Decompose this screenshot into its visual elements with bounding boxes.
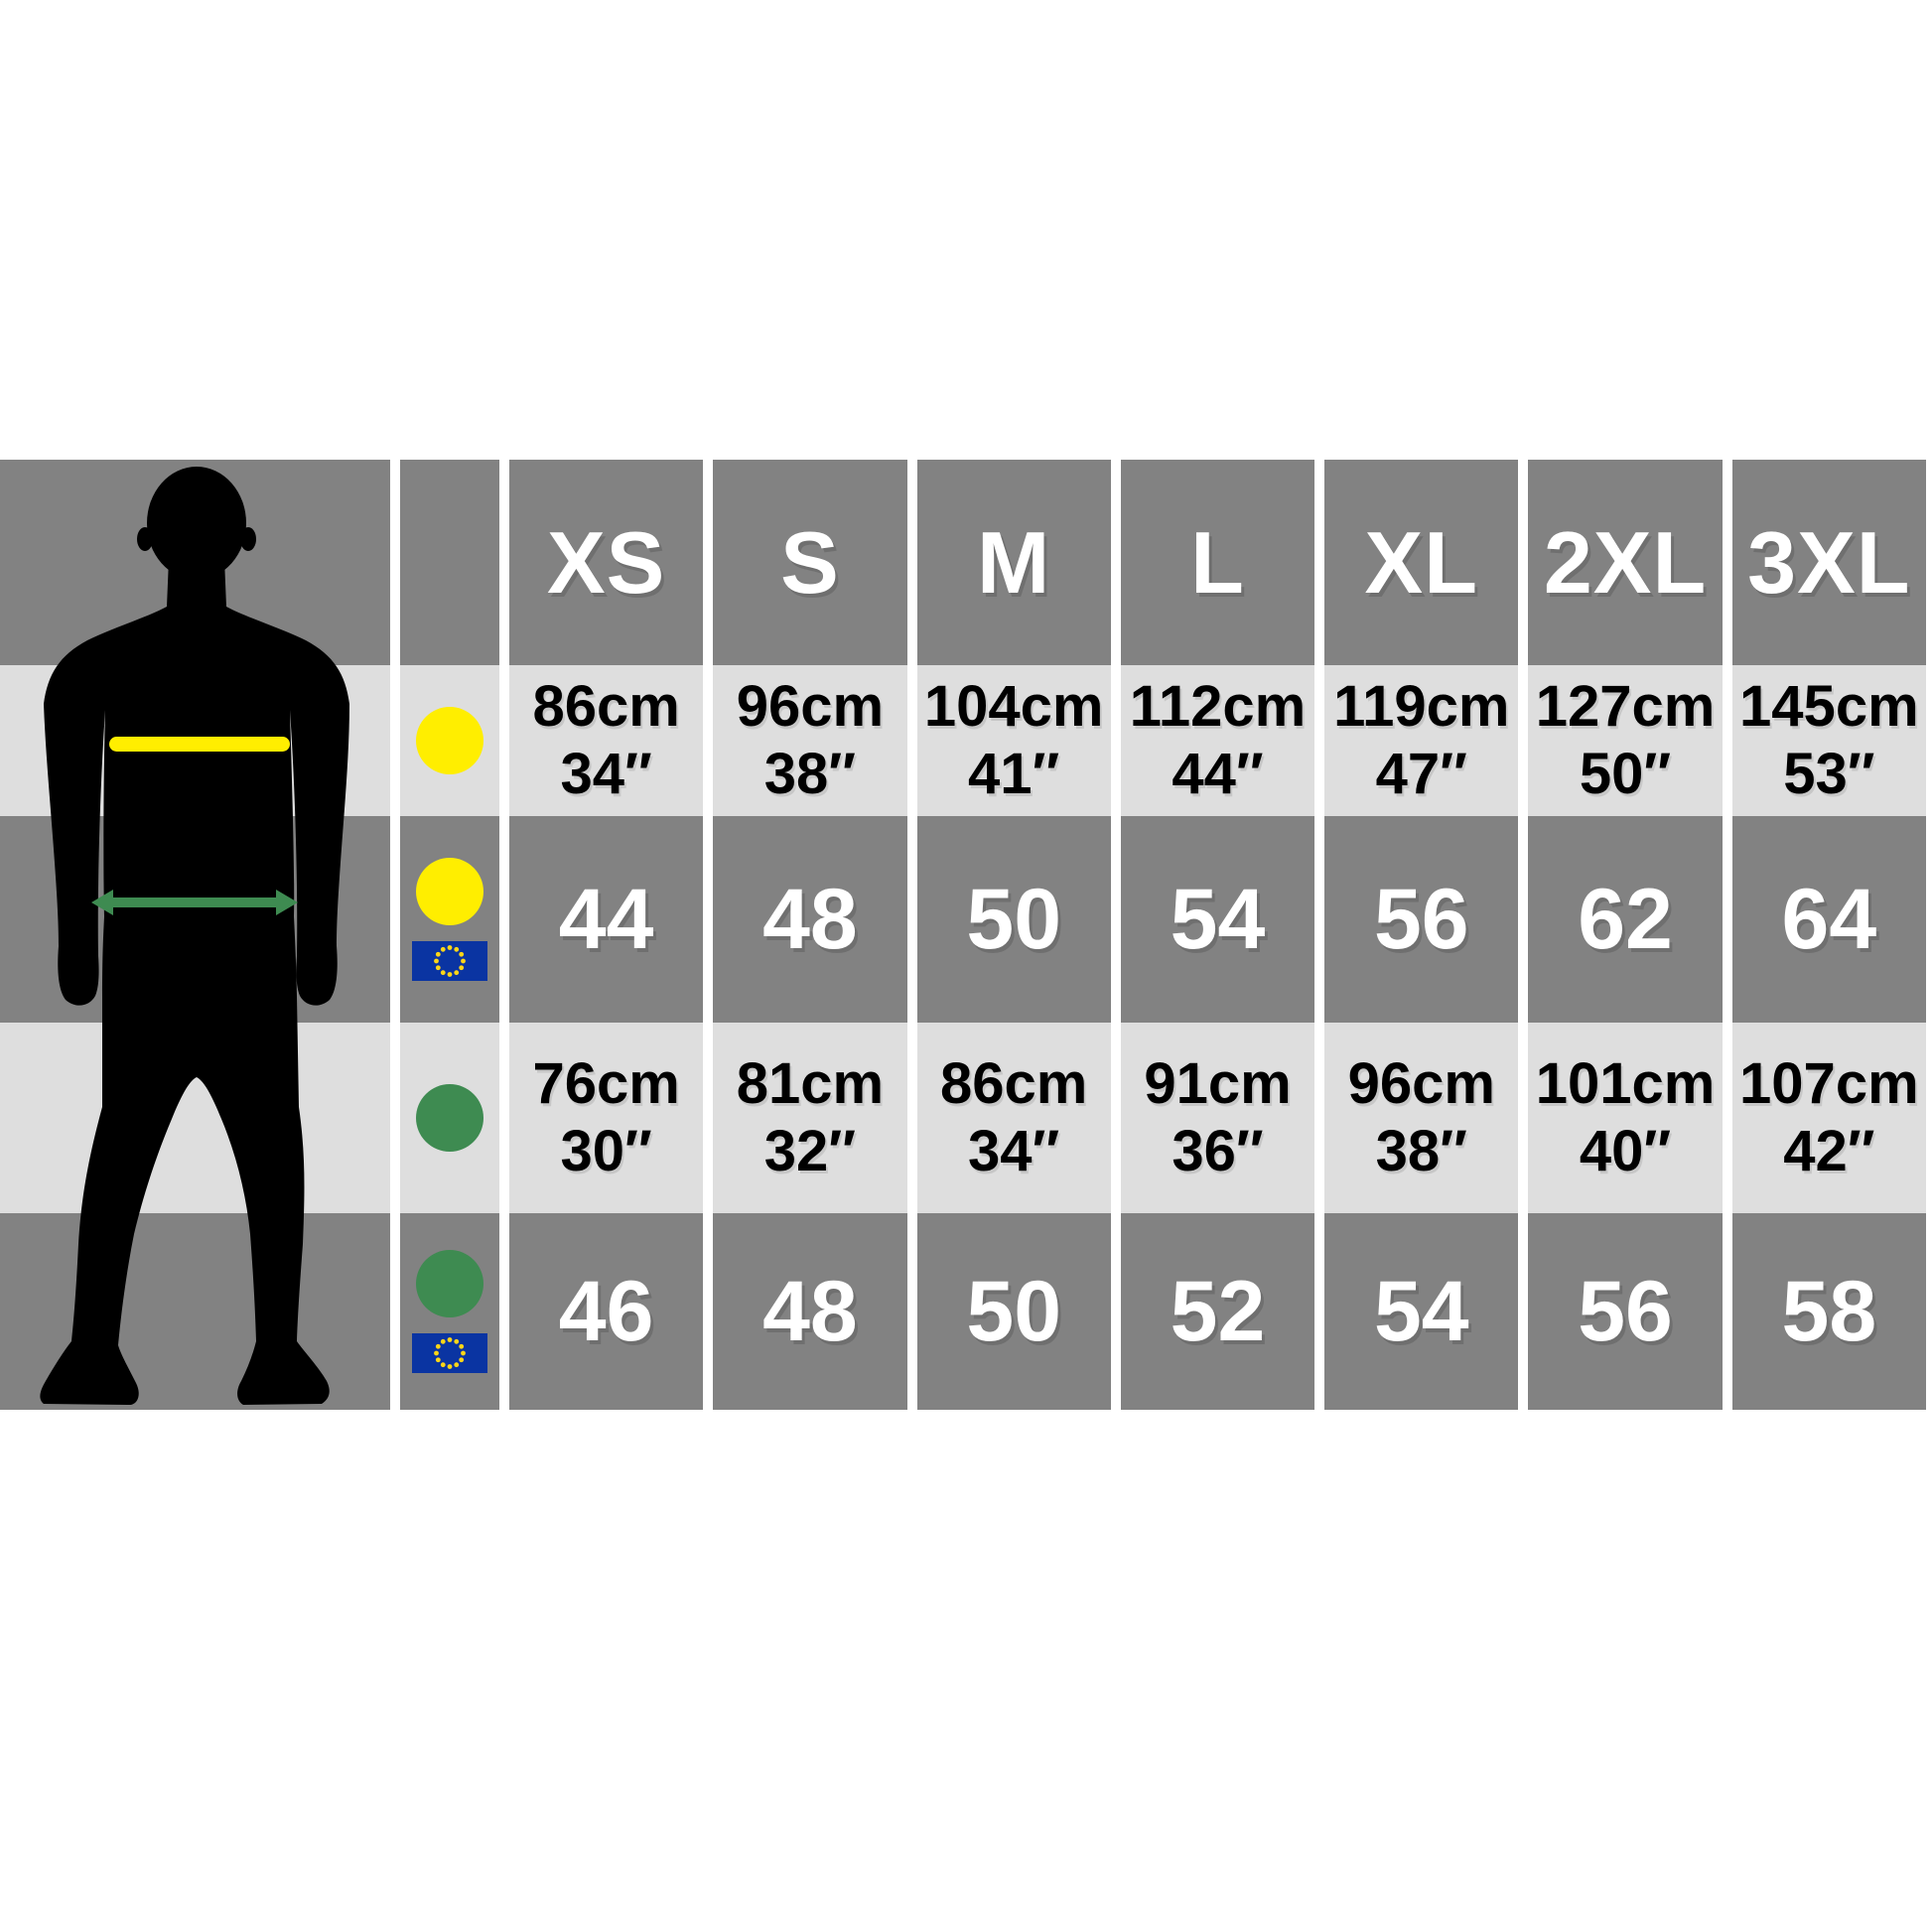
chest-cm-m: 104cm 41″ bbox=[916, 665, 1111, 816]
size-header-3xl: 3XL bbox=[1731, 460, 1926, 665]
waist-eu-xs: 46 bbox=[509, 1213, 704, 1410]
chest-eu-s: 48 bbox=[713, 816, 907, 1023]
waist-eu-3xl: 58 bbox=[1731, 1213, 1926, 1410]
size-header-xs: XS bbox=[509, 460, 704, 665]
size-header-xl: XL bbox=[1324, 460, 1519, 665]
waist-marker-icon bbox=[416, 1084, 483, 1152]
waist-cm-s: 81cm 32″ bbox=[713, 1023, 907, 1213]
chest-cm-s: 96cm 38″ bbox=[713, 665, 907, 816]
chest-eu-m: 50 bbox=[916, 816, 1111, 1023]
size-header-s: S bbox=[713, 460, 907, 665]
waist-marker-cell bbox=[400, 1023, 499, 1213]
waist-eu-l: 52 bbox=[1120, 1213, 1315, 1410]
waist-eu-m: 50 bbox=[916, 1213, 1111, 1410]
eu-flag-icon bbox=[412, 1333, 487, 1373]
waist-eu-2xl: 56 bbox=[1528, 1213, 1723, 1410]
waist-cm-2xl: 101cm 40″ bbox=[1528, 1023, 1723, 1213]
chest-marker-icon bbox=[416, 858, 483, 925]
size-table: XS S M L XL 2XL 3XL 86cm 34″ 96cm 38″ 104c… bbox=[0, 460, 1926, 1410]
chest-eu-xl: 56 bbox=[1324, 816, 1519, 1023]
male-silhouette bbox=[40, 467, 349, 1405]
chest-eu-2xl: 62 bbox=[1528, 816, 1723, 1023]
chest-cm-xs: 86cm 34″ bbox=[509, 665, 704, 816]
chest-cm-3xl: 145cm 53″ bbox=[1731, 665, 1926, 816]
chest-eu-l: 54 bbox=[1120, 816, 1315, 1023]
chest-marker-cell bbox=[400, 665, 499, 816]
head bbox=[147, 467, 246, 580]
waist-marker-icon bbox=[416, 1250, 483, 1317]
waist-cm-l: 91cm 36″ bbox=[1120, 1023, 1315, 1213]
chest-marker-icon bbox=[416, 707, 483, 774]
icon-column-header bbox=[400, 460, 499, 665]
chest-eu-3xl: 64 bbox=[1731, 816, 1926, 1023]
waist-cm-m: 86cm 34″ bbox=[916, 1023, 1111, 1213]
size-header-l: L bbox=[1120, 460, 1315, 665]
chest-eu-xs: 44 bbox=[509, 816, 704, 1023]
chest-cm-l: 112cm 44″ bbox=[1120, 665, 1315, 816]
waist-measure-arrow bbox=[91, 890, 298, 915]
silhouette-column bbox=[0, 460, 390, 1410]
size-header-2xl: 2XL bbox=[1528, 460, 1723, 665]
chest-eu-marker-cell bbox=[400, 816, 499, 1023]
chest-cm-xl: 119cm 47″ bbox=[1324, 665, 1519, 816]
chest-measure-line bbox=[109, 737, 290, 752]
waist-cm-xs: 76cm 30″ bbox=[509, 1023, 704, 1213]
waist-eu-s: 48 bbox=[713, 1213, 907, 1410]
waist-cm-3xl: 107cm 42″ bbox=[1731, 1023, 1926, 1213]
size-header-m: M bbox=[916, 460, 1111, 665]
eu-flag-icon bbox=[412, 941, 487, 981]
body bbox=[40, 559, 349, 1405]
waist-eu-xl: 54 bbox=[1324, 1213, 1519, 1410]
chest-cm-2xl: 127cm 50″ bbox=[1528, 665, 1723, 816]
waist-eu-marker-cell bbox=[400, 1213, 499, 1410]
waist-cm-xl: 96cm 38″ bbox=[1324, 1023, 1519, 1213]
